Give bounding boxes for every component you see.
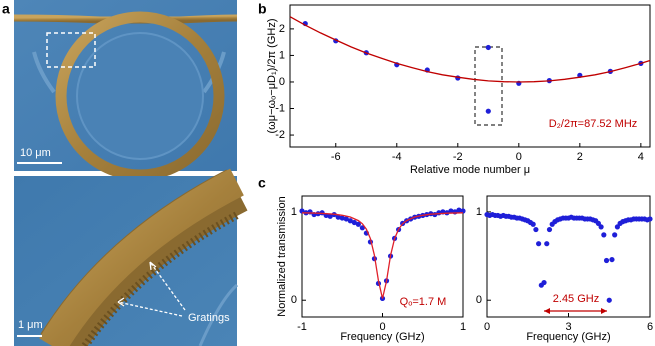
- data-point: [355, 221, 361, 227]
- data-point: [351, 219, 357, 226]
- data-point: [541, 279, 547, 286]
- data-point: [606, 297, 612, 303]
- y-tick-label: 0: [279, 76, 285, 88]
- x-tick-label: 4: [638, 151, 644, 163]
- data-point: [327, 213, 333, 219]
- data-point: [343, 216, 349, 222]
- highlight-box: [474, 46, 503, 126]
- scale-bar-label: 10 μm: [20, 147, 51, 159]
- data-point: [536, 241, 542, 247]
- x-axis-label: Frequency (GHz): [526, 331, 610, 343]
- data-point: [603, 257, 610, 264]
- fit-line: [301, 212, 464, 299]
- x-tick-label: -4: [392, 151, 402, 163]
- scale-bar-label: 1 μm: [18, 319, 43, 331]
- y-axis-label: Normalized transmission: [276, 196, 288, 316]
- x-tick-label: 3: [565, 321, 571, 333]
- x-axis-label: Frequency (GHz): [340, 331, 424, 343]
- x-tick-label: 0: [516, 151, 522, 163]
- data-point: [609, 256, 615, 263]
- panel-label: a: [2, 1, 10, 17]
- data-point: [530, 221, 536, 227]
- data-point: [598, 224, 604, 230]
- x-tick-label: 6: [647, 321, 653, 333]
- data-point: [533, 226, 539, 233]
- x-tick-label: -6: [331, 151, 341, 163]
- annotation: Qₒ=1.7 M: [400, 296, 447, 308]
- y-tick-label: 1: [291, 206, 297, 218]
- y-axis-label: (ωμ−ωₒ−μD₁)/2π (GHz): [266, 19, 278, 134]
- x-tick-label: -2: [453, 151, 463, 163]
- data-point: [544, 241, 550, 247]
- x-tick-label: 0: [484, 321, 490, 333]
- y-tick-label: 1: [279, 49, 285, 61]
- data-point: [601, 232, 607, 238]
- x-axis-label: Relative mode number μ: [410, 164, 530, 176]
- image-annotation: Gratings: [188, 312, 230, 324]
- x-tick-label: -1: [297, 321, 307, 333]
- sem-image-bottom: Gratings 1 μm: [14, 168, 248, 346]
- x-tick-label: 0: [379, 321, 385, 333]
- x-tick-label: 1: [460, 321, 466, 333]
- data-point: [647, 216, 653, 222]
- panel-label: c: [258, 175, 266, 191]
- y-tick-label: 2: [279, 23, 285, 35]
- x-tick-label: 2: [577, 151, 583, 163]
- annotation: 2.45 GHz: [553, 293, 599, 305]
- y-tick-label: 1: [476, 206, 482, 218]
- data-point: [448, 208, 454, 214]
- data-point: [485, 44, 491, 51]
- data-point: [335, 214, 341, 220]
- annotation: D₂/2π=87.52 MHz: [549, 118, 638, 130]
- data-point: [546, 226, 553, 233]
- sem-image-top: 10 μm: [13, 0, 238, 181]
- data-point: [614, 224, 621, 230]
- data-point: [485, 108, 491, 114]
- data-point: [347, 218, 353, 224]
- data-point: [456, 207, 462, 213]
- y-tick-label: 0: [291, 294, 297, 306]
- plot-frame: [289, 4, 651, 148]
- fit-line: [289, 16, 651, 83]
- data-point: [612, 232, 618, 238]
- data-point: [595, 220, 601, 226]
- panel-label: b: [258, 1, 267, 17]
- y-tick-label: -1: [275, 102, 285, 114]
- data-point: [339, 215, 345, 221]
- y-tick-label: 0: [476, 294, 482, 306]
- y-tick-label: -2: [275, 129, 285, 141]
